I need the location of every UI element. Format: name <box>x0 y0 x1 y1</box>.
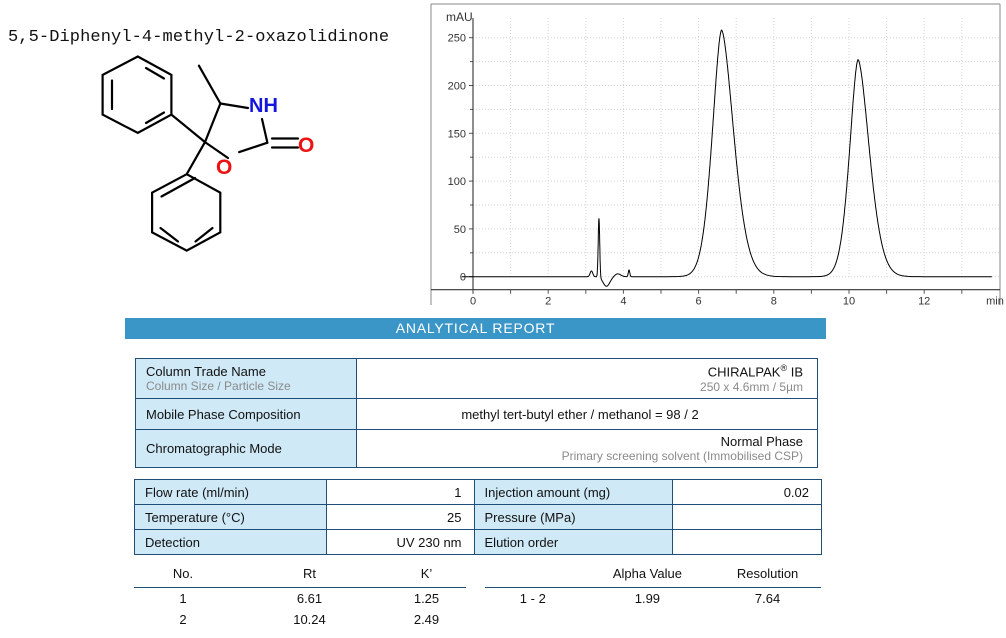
svg-text:100: 100 <box>448 176 466 188</box>
svg-text:4: 4 <box>620 296 626 308</box>
svg-text:2: 2 <box>545 296 551 308</box>
svg-text:min: min <box>986 296 1004 308</box>
svg-text:200: 200 <box>448 81 466 93</box>
svg-text:250: 250 <box>448 33 466 45</box>
svg-text:10: 10 <box>843 296 855 308</box>
svg-text:8: 8 <box>771 296 777 308</box>
svg-text:6: 6 <box>696 296 702 308</box>
svg-text:50: 50 <box>454 224 466 236</box>
svg-text:0: 0 <box>460 272 466 284</box>
svg-text:150: 150 <box>448 128 466 140</box>
svg-text:mAU: mAU <box>446 10 473 24</box>
svg-text:0: 0 <box>470 296 476 308</box>
svg-text:12: 12 <box>918 296 930 308</box>
